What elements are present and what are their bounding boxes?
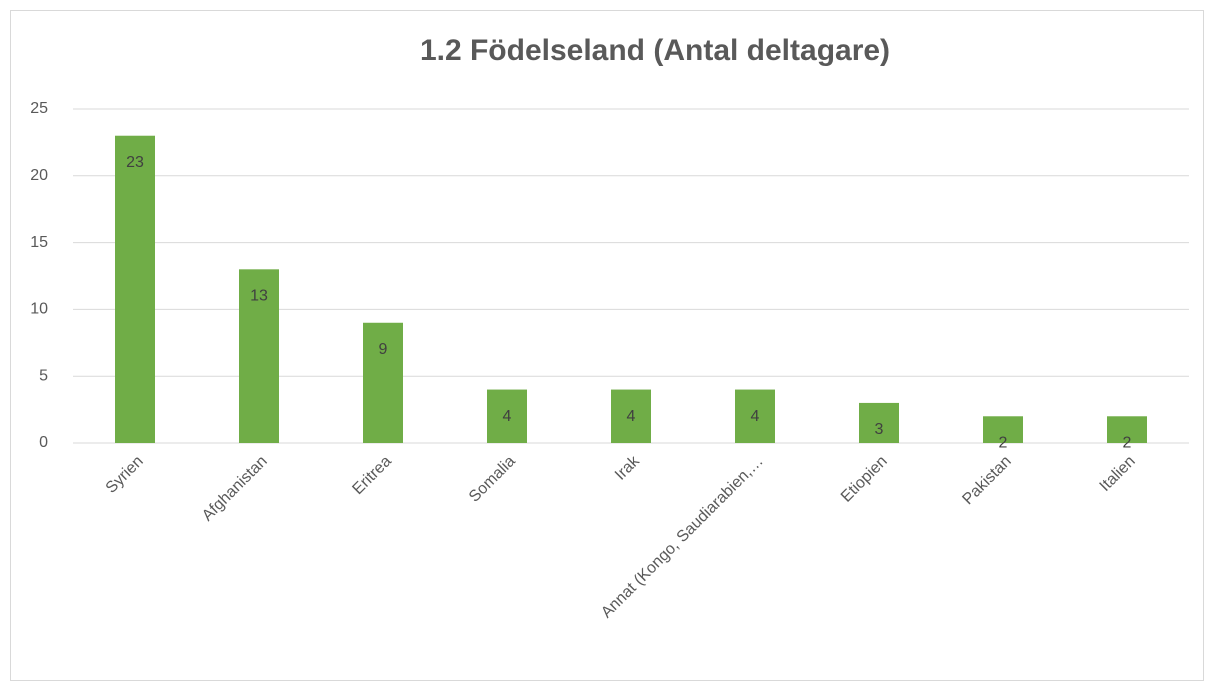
bar	[611, 389, 651, 443]
data-label: 2	[999, 434, 1008, 451]
chart-border	[10, 10, 1204, 681]
data-label: 4	[503, 408, 512, 425]
data-label: 9	[379, 341, 388, 358]
bar	[983, 416, 1023, 443]
bar	[239, 269, 279, 443]
data-label: 4	[751, 408, 760, 425]
y-tick-label: 15	[30, 234, 48, 251]
y-tick-label: 25	[30, 100, 48, 117]
y-tick-label: 0	[39, 434, 48, 451]
y-tick-label: 20	[30, 167, 48, 184]
data-label: 4	[627, 408, 636, 425]
bar	[487, 389, 527, 443]
data-label: 13	[250, 288, 268, 305]
y-tick-label: 10	[30, 301, 48, 318]
bar	[115, 135, 155, 443]
data-label: 2	[1123, 434, 1132, 451]
chart-title: 1.2 Födelseland (Antal deltagare)	[420, 34, 890, 67]
bar	[735, 389, 775, 443]
bar	[859, 402, 899, 443]
bar	[1107, 416, 1147, 443]
data-label: 3	[875, 421, 884, 438]
y-tick-label: 5	[39, 367, 48, 384]
data-label: 23	[126, 154, 144, 171]
bar	[363, 322, 403, 443]
